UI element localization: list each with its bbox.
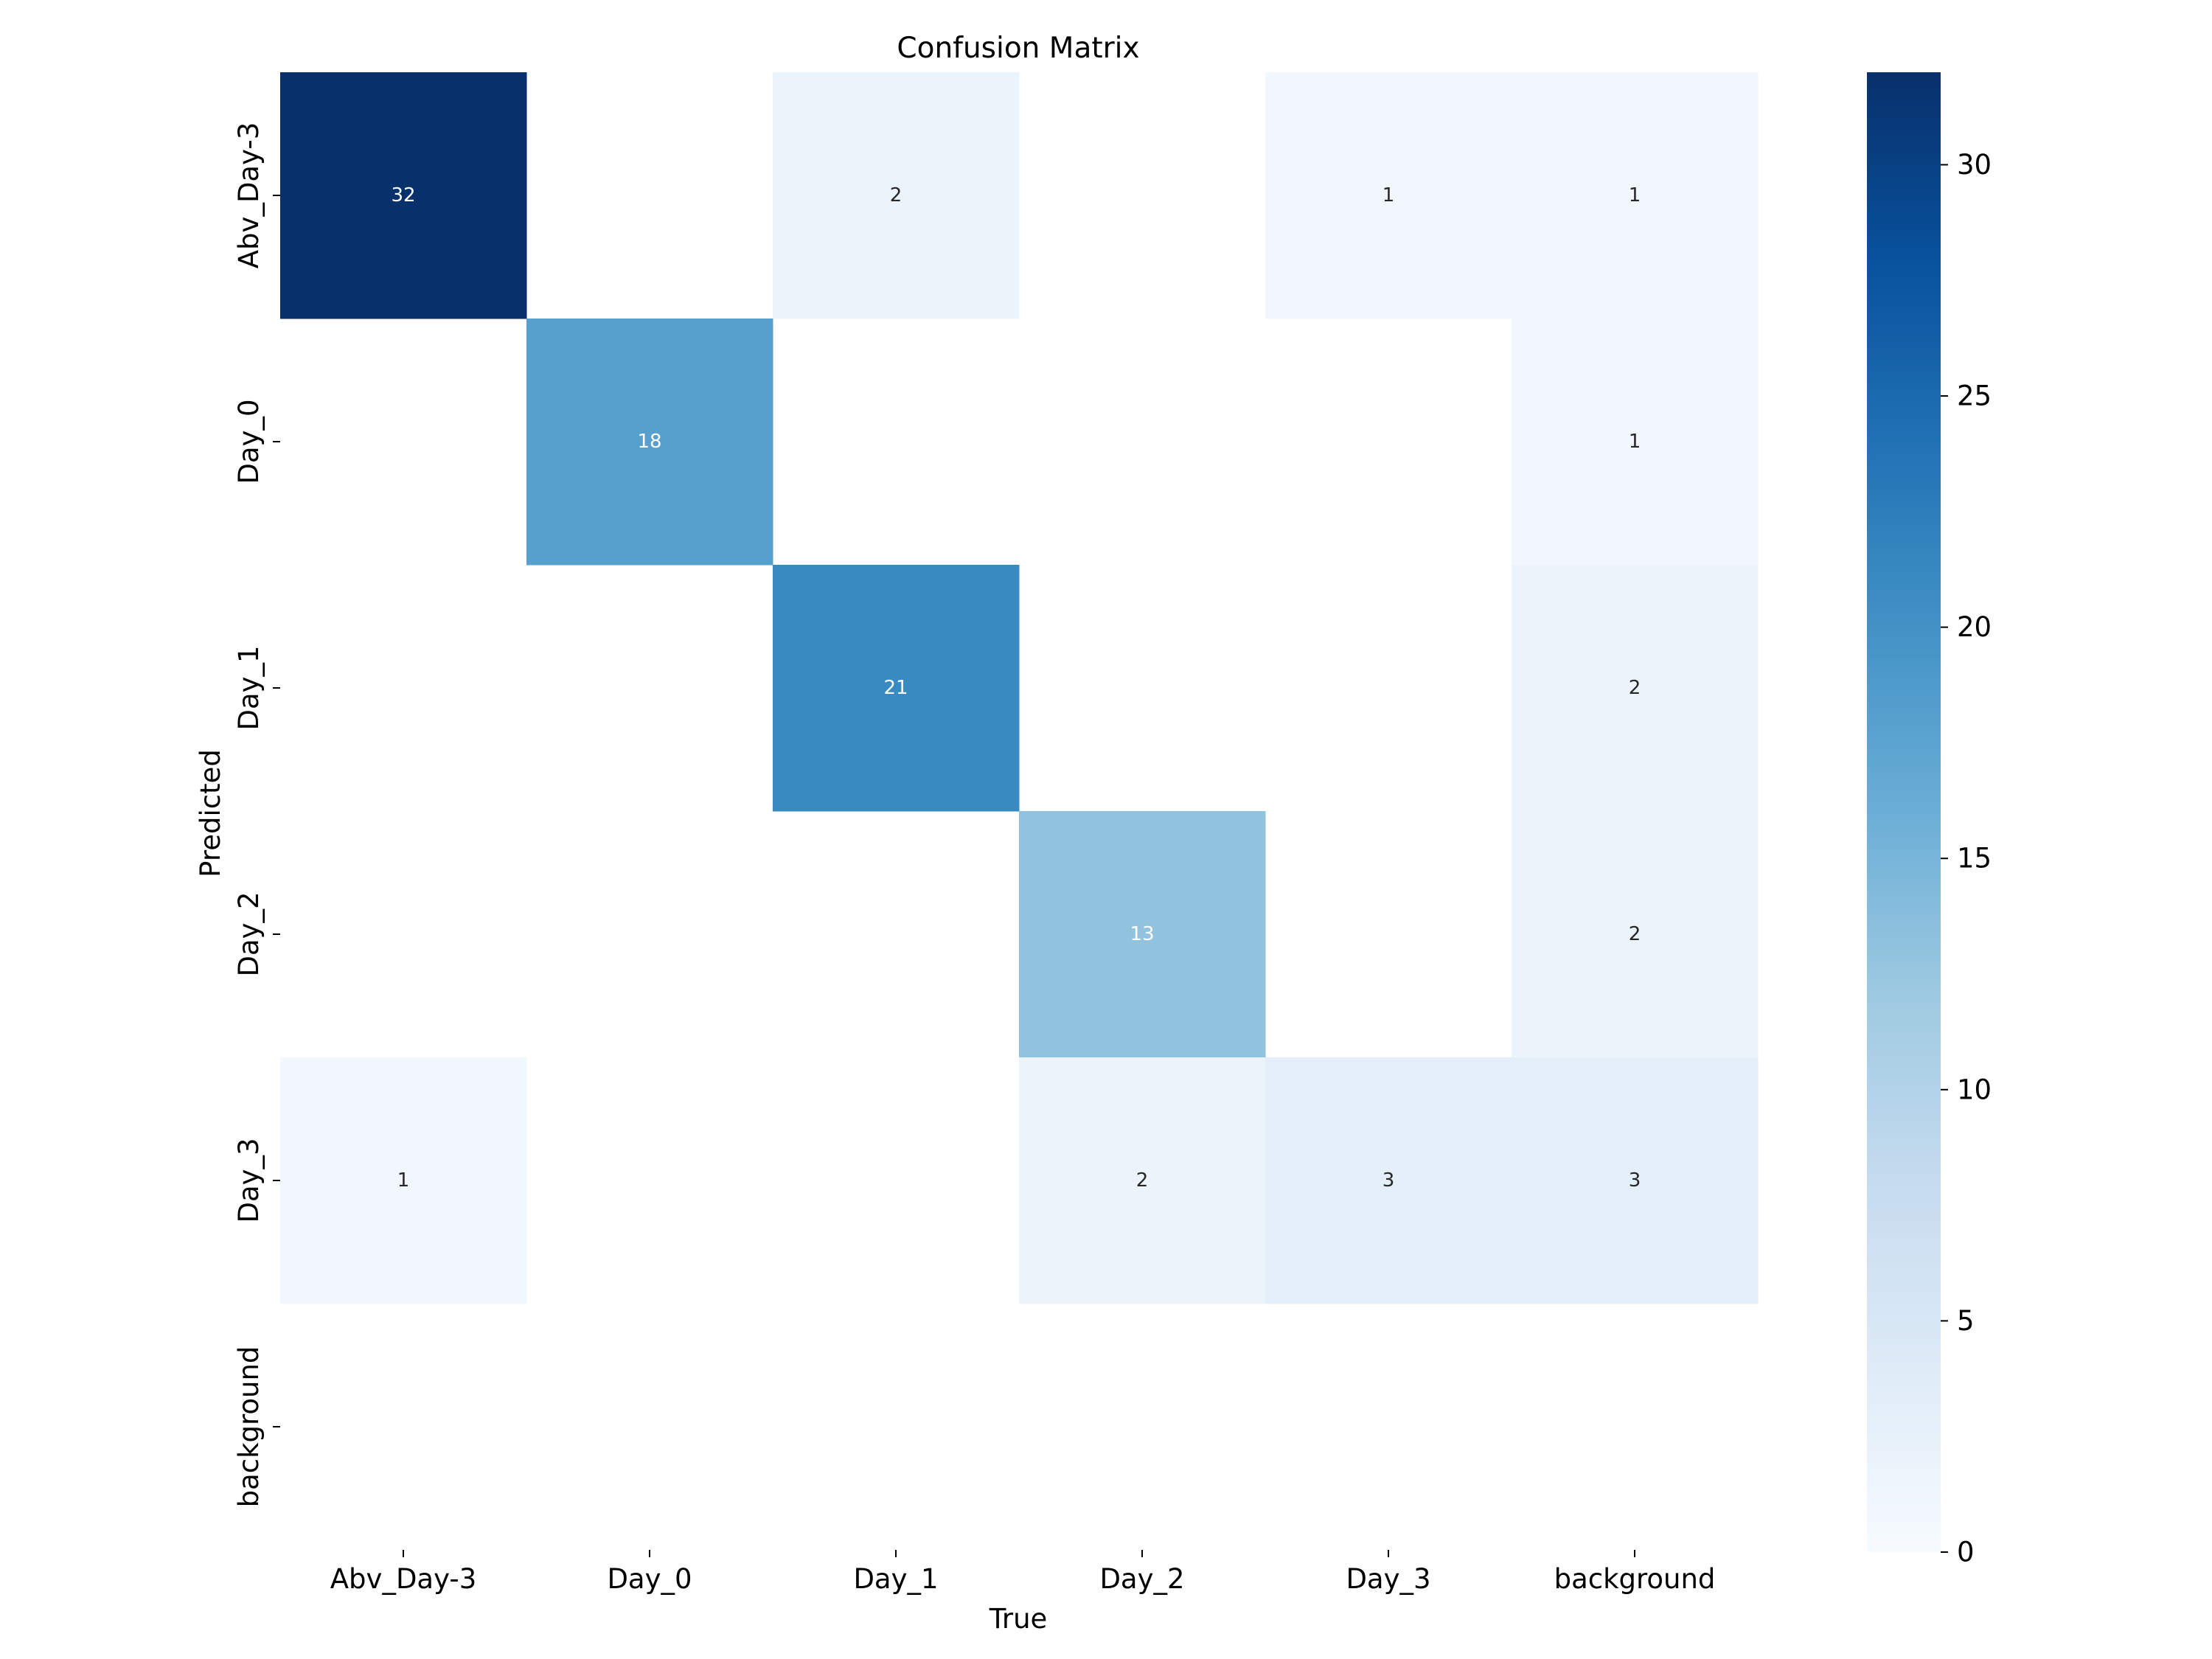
colorbar-tick-label: 10 bbox=[1957, 1074, 1992, 1105]
heatmap-cell bbox=[1265, 72, 1512, 319]
cell-value-label: 13 bbox=[1130, 923, 1154, 945]
heatmap-cell bbox=[280, 1057, 527, 1304]
cell-value-labels: 32 2 1 118 121 213 21 2 3 3 bbox=[391, 184, 1641, 1192]
x-tick-label: Day_3 bbox=[1346, 1563, 1430, 1595]
colorbar-tick-label: 15 bbox=[1957, 843, 1992, 874]
heatmap-cells bbox=[280, 72, 1759, 1304]
colorbar-tick-label: 30 bbox=[1957, 149, 1992, 181]
x-tick-label: Day_1 bbox=[853, 1563, 938, 1595]
y-tick-label: Abv_Day-3 bbox=[233, 122, 265, 269]
x-axis-label: True bbox=[989, 1603, 1048, 1635]
cell-value-label: 1 bbox=[1629, 184, 1641, 206]
chart-title: Confusion Matrix bbox=[897, 32, 1139, 65]
heatmap-cell bbox=[1512, 811, 1759, 1058]
heatmap-cell bbox=[1019, 1057, 1266, 1304]
cell-value-label: 21 bbox=[883, 677, 908, 699]
y-tick-label: Day_3 bbox=[233, 1138, 265, 1222]
cell-value-label: 3 bbox=[1629, 1169, 1641, 1192]
x-tick-label: Abv_Day-3 bbox=[330, 1563, 477, 1595]
heatmap-cell bbox=[1512, 319, 1759, 566]
cell-value-label: 2 bbox=[1136, 1169, 1149, 1192]
heatmap-cell bbox=[526, 319, 773, 566]
heatmap-cell bbox=[773, 72, 1020, 319]
cell-value-label: 2 bbox=[1629, 923, 1641, 945]
colorbar-gradient bbox=[1867, 72, 1941, 1552]
cell-value-label: 2 bbox=[1629, 677, 1641, 699]
colorbar-tick-label: 20 bbox=[1957, 611, 1992, 643]
x-tick-label: Day_2 bbox=[1099, 1563, 1184, 1595]
cell-value-label: 1 bbox=[1382, 184, 1395, 206]
cell-value-label: 2 bbox=[890, 184, 902, 206]
y-axis-ticks: Abv_Day-3 Day_0 Day_1 Day_2 Day_3 background bbox=[233, 122, 280, 1508]
y-tick-label: Day_1 bbox=[233, 645, 265, 730]
cell-value-label: 1 bbox=[397, 1169, 410, 1192]
colorbar-tick-label: 5 bbox=[1957, 1305, 1975, 1337]
heatmap-cell bbox=[773, 565, 1020, 812]
cell-value-label: 32 bbox=[391, 184, 415, 206]
heatmap-cell bbox=[280, 72, 527, 319]
colorbar-tick-label: 0 bbox=[1957, 1537, 1975, 1568]
y-axis-label: Predicted bbox=[195, 749, 226, 877]
x-axis-ticks: Abv_Day-3 Day_0 Day_1 Day_2 Day_3 background bbox=[330, 1550, 1716, 1595]
x-tick-label: background bbox=[1554, 1563, 1716, 1595]
x-tick-label: Day_0 bbox=[607, 1563, 692, 1595]
cell-value-label: 3 bbox=[1382, 1169, 1395, 1192]
heatmap-cell bbox=[1019, 811, 1266, 1058]
heatmap-cell bbox=[1512, 1057, 1759, 1304]
y-tick-label: Day_2 bbox=[233, 891, 265, 976]
cell-value-label: 1 bbox=[1629, 431, 1641, 453]
colorbar-tick-label: 25 bbox=[1957, 380, 1992, 412]
colorbar: 0 5 10 15 20 25 30 bbox=[1867, 72, 1992, 1568]
heatmap-cell bbox=[1512, 72, 1759, 319]
y-tick-label: background bbox=[233, 1346, 265, 1508]
heatmap-cell bbox=[1512, 565, 1759, 812]
heatmap-cell bbox=[1265, 1057, 1512, 1304]
cell-value-label: 18 bbox=[637, 431, 661, 453]
y-tick-label: Day_0 bbox=[233, 399, 265, 484]
